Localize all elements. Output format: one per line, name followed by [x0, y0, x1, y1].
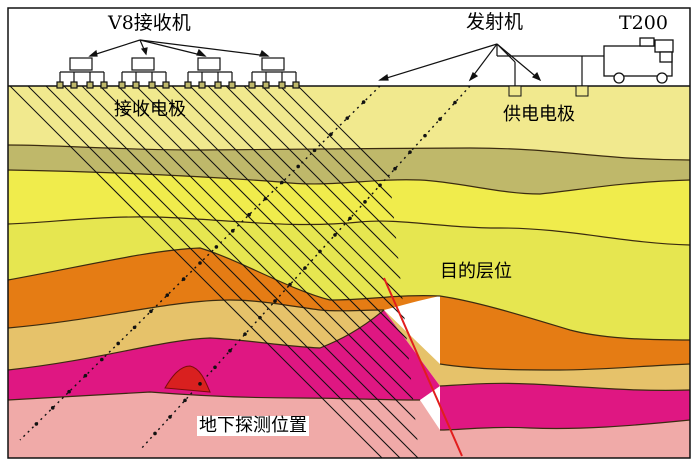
intersection-dot	[228, 348, 232, 353]
intersection-dot	[361, 100, 366, 104]
intersection-dot	[318, 249, 322, 254]
t200-truck	[603, 37, 674, 84]
underground-position-label: 地下探测位置	[197, 415, 309, 436]
target-layer-label: 目的层位	[440, 261, 512, 282]
receiver-units	[56, 57, 300, 89]
transmitter-wires	[378, 43, 604, 86]
intersection-dot	[214, 245, 219, 249]
hatch-line	[243, 86, 420, 459]
transmitter-label: 发射机	[466, 11, 524, 33]
layer-boundaries	[7, 144, 691, 431]
hatch-line	[189, 86, 420, 459]
receiver-unit	[56, 57, 108, 89]
layer-top	[8, 86, 690, 160]
hatch-line	[261, 86, 420, 459]
intersection-dot	[408, 150, 412, 154]
layer-magenta	[8, 310, 690, 430]
intersection-dot	[363, 200, 367, 204]
hatch-line	[153, 86, 420, 459]
receiver-unit	[184, 57, 236, 89]
intersection-dot	[243, 332, 247, 336]
intersection-dot	[132, 325, 137, 330]
hatch-line	[81, 86, 420, 459]
receiver-arrows	[88, 39, 270, 57]
anomaly-body	[164, 365, 211, 393]
layer-tan	[8, 300, 690, 391]
frame	[7, 7, 691, 459]
hatch-line	[297, 86, 420, 459]
intersection-dots	[34, 100, 457, 436]
intersection-dot	[453, 100, 457, 105]
intersection-dot	[288, 282, 292, 287]
intersection-dot	[67, 389, 71, 394]
hatch-line	[9, 86, 383, 459]
hatch-line	[63, 86, 420, 459]
intersection-dot	[393, 166, 397, 171]
intersection-dot	[168, 415, 172, 419]
layer-orange	[8, 248, 690, 370]
intersection-dot	[34, 422, 39, 426]
supply-electrodes-label: 供电电极	[503, 104, 575, 125]
intersection-dot	[378, 183, 382, 188]
hatch-line	[207, 86, 420, 459]
intersection-dot	[345, 116, 350, 120]
intersection-dot	[438, 117, 442, 121]
layer-yellow-1	[8, 170, 690, 245]
intersection-dot	[213, 365, 217, 370]
intersection-dot	[280, 180, 284, 185]
intersection-dot	[296, 164, 300, 169]
intersection-dot	[165, 293, 170, 297]
hatch-line	[279, 86, 420, 459]
intersection-dot	[423, 133, 427, 138]
receive-electrodes-label: 接收电极	[114, 99, 186, 120]
hatch-line	[117, 86, 420, 459]
intersection-dot	[198, 261, 202, 265]
intersection-dot	[333, 233, 337, 237]
intersection-dot	[230, 229, 235, 233]
hatch-line	[171, 86, 420, 459]
geological-layers	[8, 86, 690, 458]
hatch-line	[45, 86, 419, 459]
intersection-dot	[312, 148, 317, 153]
t200-label: T200	[619, 12, 668, 34]
intersection-dot	[50, 406, 55, 410]
intersection-dot	[198, 382, 202, 386]
intersection-dot	[329, 132, 333, 137]
hatch-zone	[9, 86, 420, 459]
intersection-dot	[303, 266, 307, 270]
receiver-unit	[118, 57, 170, 89]
fault-line	[383, 277, 463, 457]
intersection-dot	[183, 398, 187, 403]
intersection-dot	[83, 373, 88, 378]
intersection-dot	[258, 315, 262, 320]
hatch-line	[135, 86, 420, 459]
intersection-dot	[100, 357, 104, 362]
intersection-dot	[181, 277, 186, 281]
supply-electrodes	[508, 85, 589, 97]
layer-olive	[8, 145, 690, 194]
intersection-dot	[273, 299, 277, 303]
intersection-dot	[247, 212, 251, 217]
receiver-label: V8接收机	[108, 12, 191, 34]
intersection-dot	[149, 309, 153, 314]
layer-yellow-2	[8, 216, 690, 340]
intersection-dot	[153, 431, 157, 436]
intersection-dot	[116, 341, 120, 346]
intersection-dot	[263, 196, 268, 201]
hatch-line	[99, 86, 420, 459]
hatch-line	[27, 86, 401, 459]
intersection-dot	[348, 216, 352, 221]
receiver-unit	[248, 57, 300, 89]
